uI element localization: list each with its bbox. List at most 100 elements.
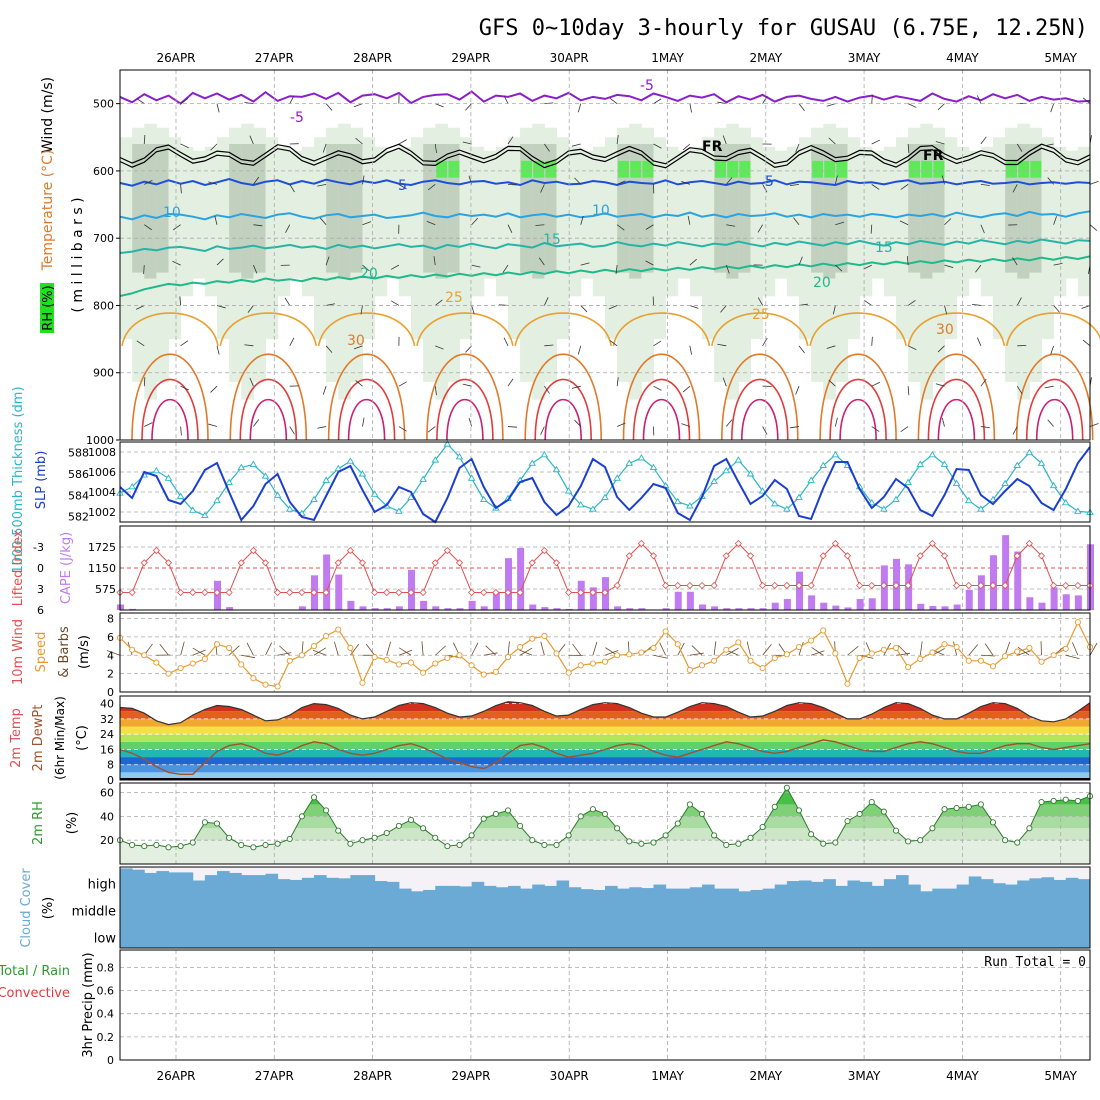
wind-barb [689, 103, 692, 113]
lifted-index-point [662, 581, 670, 590]
cloud-cell [968, 894, 982, 921]
thickness-line-point [564, 487, 573, 494]
wind10m-barb [691, 645, 703, 656]
cloud-cell [447, 921, 460, 948]
wind-barb [762, 426, 768, 435]
isotherm-40-curve [937, 398, 976, 441]
bottom-date-label: 27APR [255, 1069, 294, 1083]
rh-shading [374, 146, 388, 297]
precip-legend-rain: Total / Rain [0, 964, 70, 979]
cloud-cell [993, 883, 1006, 894]
cloud-cell [532, 894, 545, 921]
cape-bar [541, 607, 549, 610]
cloud-cell [277, 879, 291, 894]
wind-barb [249, 377, 254, 387]
wind-barb [355, 137, 363, 145]
thickness-line-point [964, 496, 973, 504]
wind-barb [284, 297, 291, 306]
rh2m-line-point [517, 822, 524, 829]
wind-barb [653, 385, 662, 391]
wind10m-speed-line-point [517, 643, 524, 651]
cloud-cell [132, 894, 145, 921]
cape-bar [432, 606, 440, 610]
rh-tick-label: 60 [100, 787, 114, 800]
lifted-index-point [649, 552, 658, 560]
lifted-index-point [480, 588, 488, 597]
thickness-line-point [892, 495, 900, 503]
cloud-cell [641, 921, 654, 948]
thickness-line-point [1061, 498, 1070, 506]
wind-barb [937, 103, 945, 111]
wind-barb [427, 426, 436, 433]
thickness-line-point [395, 507, 403, 514]
cloud-cell [435, 921, 448, 948]
wind10m-speed-line-point [662, 628, 669, 635]
isotherm-35-curve [829, 378, 887, 441]
cloud-cell [338, 921, 351, 948]
wind10m-speed-line-point [444, 654, 451, 662]
lifted-index-point [322, 588, 330, 597]
rh-shading-high [1006, 160, 1018, 178]
cloud-cell [471, 881, 485, 894]
thickness-line-point [188, 506, 197, 513]
wind-barb [322, 143, 327, 153]
thickness-line-point [273, 491, 282, 498]
wind-barb [1081, 305, 1091, 309]
lifted-index-point [140, 559, 148, 567]
bottom-date-label: 28APR [353, 1069, 392, 1083]
cape-bar [699, 604, 706, 610]
wind-barb [398, 426, 407, 432]
wind-barb [322, 386, 327, 395]
isotherm-25-curve [711, 312, 809, 346]
contour-label: -5 [640, 78, 654, 94]
cloud-cell [301, 921, 315, 948]
rh2m-line-point [698, 810, 706, 818]
lifted-index-point [953, 581, 961, 590]
wind-barb [462, 141, 472, 145]
wind10m-speed-line-point [868, 650, 875, 657]
rh-shading [204, 146, 218, 297]
cape-bar [323, 554, 331, 610]
top-date-label: 26APR [156, 51, 195, 65]
wind-barb [944, 218, 952, 226]
rh2m-line-point [989, 819, 997, 826]
cloud-cell [326, 894, 339, 921]
cape-bar [674, 591, 682, 610]
wind10m-speed-line-point [310, 643, 318, 650]
thickness-tick-label: 586 [68, 468, 89, 481]
cape-tick-label: 1150 [88, 562, 116, 575]
wind10m-barb [1017, 650, 1031, 656]
rh2m-line-point [541, 841, 548, 848]
top-date-label: 27APR [255, 51, 294, 65]
thickness-line-point [322, 476, 330, 483]
cloud-cell [447, 885, 460, 894]
rh2m-line-point [905, 838, 912, 845]
lifted-index-point [771, 581, 779, 590]
cloud-cell [447, 894, 460, 921]
temp-band [120, 726, 1090, 735]
isotherm-15-line [119, 238, 1091, 254]
wind10m-speed-line-point [638, 649, 645, 656]
wind-barb [216, 258, 224, 266]
lifted-index-point [419, 588, 427, 597]
cloud-cell [980, 894, 994, 921]
contour-label: -5 [290, 110, 304, 126]
thickness-line-point [334, 464, 343, 472]
isotherm-30-curve [917, 353, 996, 441]
slp-tick-label: 1002 [88, 506, 116, 519]
wind-barb [244, 102, 254, 105]
wind10m-barb [677, 642, 685, 656]
rh-shading-high [448, 160, 460, 178]
cloud-cell [241, 921, 254, 948]
wind-barb [835, 221, 845, 226]
wind-barb [828, 137, 836, 145]
cape-bar [735, 608, 743, 610]
wind-axis-title-2: Speed [34, 632, 49, 673]
isotherm-30-curve [327, 353, 406, 441]
wind-frame [119, 612, 1091, 693]
lifted-index-point [1013, 552, 1021, 560]
wind10m-speed-line-point [614, 652, 621, 659]
contour-label: 30 [347, 333, 365, 349]
rh2m-line-point [444, 843, 451, 850]
cloud-cell [423, 921, 436, 948]
